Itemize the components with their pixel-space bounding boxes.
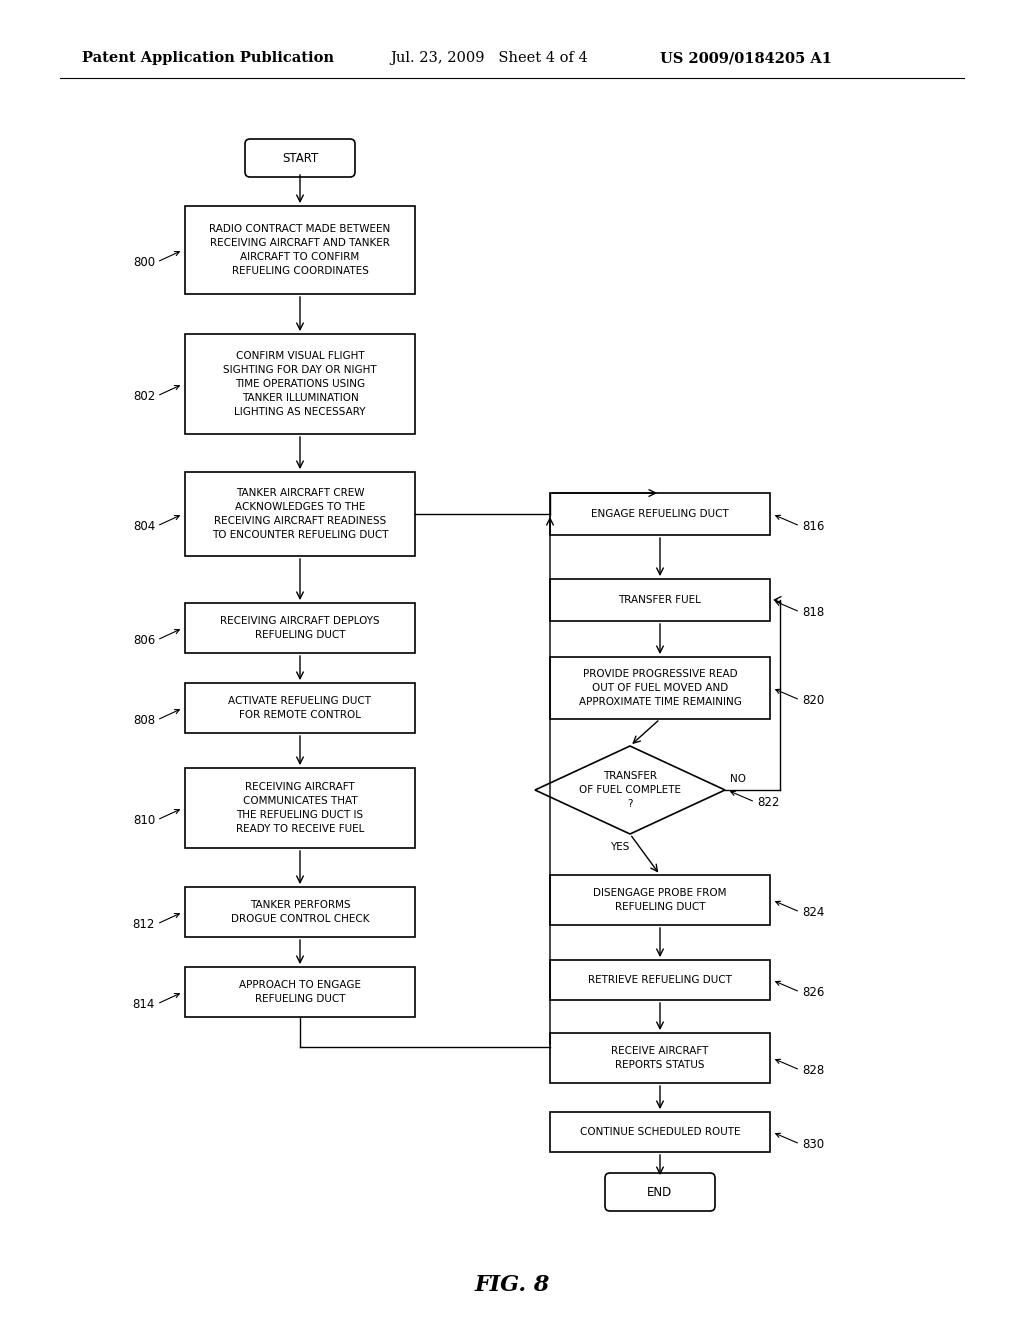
FancyBboxPatch shape	[185, 768, 415, 847]
Text: FIG. 8: FIG. 8	[474, 1274, 550, 1296]
FancyBboxPatch shape	[185, 887, 415, 937]
Text: Patent Application Publication: Patent Application Publication	[82, 51, 334, 65]
Text: TANKER AIRCRAFT CREW
ACKNOWLEDGES TO THE
RECEIVING AIRCRAFT READINESS
TO ENCOUNT: TANKER AIRCRAFT CREW ACKNOWLEDGES TO THE…	[212, 488, 388, 540]
Polygon shape	[535, 746, 725, 834]
Text: RECEIVE AIRCRAFT
REPORTS STATUS: RECEIVE AIRCRAFT REPORTS STATUS	[611, 1045, 709, 1071]
Text: PROVIDE PROGRESSIVE READ
OUT OF FUEL MOVED AND
APPROXIMATE TIME REMAINING: PROVIDE PROGRESSIVE READ OUT OF FUEL MOV…	[579, 669, 741, 708]
FancyBboxPatch shape	[185, 334, 415, 434]
Text: NO: NO	[730, 774, 746, 784]
Text: 806: 806	[133, 634, 155, 647]
Text: US 2009/0184205 A1: US 2009/0184205 A1	[660, 51, 831, 65]
Text: 818: 818	[802, 606, 824, 619]
Text: DISENGAGE PROBE FROM
REFUELING DUCT: DISENGAGE PROBE FROM REFUELING DUCT	[593, 888, 727, 912]
Text: RADIO CONTRACT MADE BETWEEN
RECEIVING AIRCRAFT AND TANKER
AIRCRAFT TO CONFIRM
RE: RADIO CONTRACT MADE BETWEEN RECEIVING AI…	[209, 224, 390, 276]
FancyBboxPatch shape	[185, 603, 415, 653]
Text: Jul. 23, 2009   Sheet 4 of 4: Jul. 23, 2009 Sheet 4 of 4	[390, 51, 588, 65]
Text: 820: 820	[802, 693, 824, 706]
Text: CONFIRM VISUAL FLIGHT
SIGHTING FOR DAY OR NIGHT
TIME OPERATIONS USING
TANKER ILL: CONFIRM VISUAL FLIGHT SIGHTING FOR DAY O…	[223, 351, 377, 417]
FancyBboxPatch shape	[550, 657, 770, 719]
FancyBboxPatch shape	[550, 960, 770, 1001]
Text: 816: 816	[802, 520, 824, 532]
Text: 828: 828	[802, 1064, 824, 1077]
FancyBboxPatch shape	[185, 206, 415, 294]
Text: 808: 808	[133, 714, 155, 726]
FancyBboxPatch shape	[550, 1034, 770, 1082]
FancyBboxPatch shape	[185, 473, 415, 556]
Text: TRANSFER FUEL: TRANSFER FUEL	[618, 595, 701, 605]
FancyBboxPatch shape	[185, 682, 415, 733]
Text: RECEIVING AIRCRAFT DEPLOYS
REFUELING DUCT: RECEIVING AIRCRAFT DEPLOYS REFUELING DUC…	[220, 616, 380, 640]
FancyBboxPatch shape	[185, 968, 415, 1016]
Text: CONTINUE SCHEDULED ROUTE: CONTINUE SCHEDULED ROUTE	[580, 1127, 740, 1137]
Text: 812: 812	[133, 917, 155, 931]
Text: START: START	[282, 152, 318, 165]
Text: YES: YES	[610, 842, 630, 851]
Text: RECEIVING AIRCRAFT
COMMUNICATES THAT
THE REFUELING DUCT IS
READY TO RECEIVE FUEL: RECEIVING AIRCRAFT COMMUNICATES THAT THE…	[236, 781, 365, 834]
Text: ENGAGE REFUELING DUCT: ENGAGE REFUELING DUCT	[591, 510, 729, 519]
Text: 830: 830	[802, 1138, 824, 1151]
FancyBboxPatch shape	[550, 875, 770, 925]
Text: APPROACH TO ENGAGE
REFUELING DUCT: APPROACH TO ENGAGE REFUELING DUCT	[239, 979, 361, 1005]
Text: ACTIVATE REFUELING DUCT
FOR REMOTE CONTROL: ACTIVATE REFUELING DUCT FOR REMOTE CONTR…	[228, 696, 372, 719]
FancyBboxPatch shape	[605, 1173, 715, 1210]
Text: 804: 804	[133, 520, 155, 532]
Text: 826: 826	[802, 986, 824, 998]
Text: 824: 824	[802, 906, 824, 919]
Text: 814: 814	[133, 998, 155, 1011]
Text: 800: 800	[133, 256, 155, 268]
Text: TANKER PERFORMS
DROGUE CONTROL CHECK: TANKER PERFORMS DROGUE CONTROL CHECK	[230, 900, 370, 924]
Text: 802: 802	[133, 389, 155, 403]
FancyBboxPatch shape	[550, 579, 770, 620]
FancyBboxPatch shape	[550, 492, 770, 535]
Text: 822: 822	[757, 796, 779, 808]
FancyBboxPatch shape	[550, 1111, 770, 1152]
Text: END: END	[647, 1185, 673, 1199]
Text: 810: 810	[133, 813, 155, 826]
Text: RETRIEVE REFUELING DUCT: RETRIEVE REFUELING DUCT	[588, 975, 732, 985]
FancyBboxPatch shape	[245, 139, 355, 177]
Text: TRANSFER
OF FUEL COMPLETE
?: TRANSFER OF FUEL COMPLETE ?	[579, 771, 681, 809]
